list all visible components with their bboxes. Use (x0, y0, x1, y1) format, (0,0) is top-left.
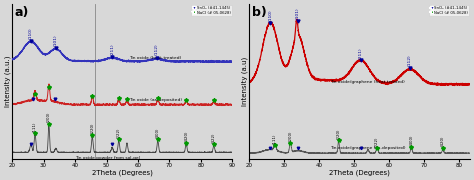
Text: (112): (112) (155, 44, 159, 55)
X-axis label: 2Theta (Degrees): 2Theta (Degrees) (329, 169, 390, 176)
Text: (112): (112) (408, 54, 412, 66)
Text: (420): (420) (184, 130, 188, 141)
Legend: SnO₂ (#41-1445), NaCl (# 05-0628): SnO₂ (#41-1445), NaCl (# 05-0628) (429, 5, 469, 16)
Text: b): b) (252, 6, 266, 19)
Text: Tin oxide/graphene (as-deposited): Tin oxide/graphene (as-deposited) (330, 146, 405, 150)
Y-axis label: Intensity (a.u.): Intensity (a.u.) (4, 56, 11, 107)
Text: (111): (111) (273, 133, 277, 144)
Text: (211): (211) (359, 47, 363, 58)
Text: (222): (222) (117, 127, 121, 138)
Text: (422): (422) (212, 132, 216, 143)
Text: (101): (101) (296, 8, 300, 19)
Text: (110): (110) (29, 27, 33, 39)
Text: (200): (200) (47, 111, 51, 122)
Text: (111): (111) (33, 121, 37, 132)
Text: Tin oxide powder from sol-gel: Tin oxide powder from sol-gel (75, 156, 140, 160)
Text: (400): (400) (410, 135, 413, 145)
Text: (400): (400) (156, 127, 160, 138)
Text: Tin oxide (heat-treated): Tin oxide (heat-treated) (128, 56, 181, 60)
Text: (220): (220) (337, 128, 341, 139)
X-axis label: 2Theta (Degrees): 2Theta (Degrees) (92, 169, 153, 176)
Text: (222): (222) (375, 136, 379, 147)
Y-axis label: Intensity (a.u): Intensity (a.u) (242, 57, 248, 106)
Text: (110): (110) (268, 10, 273, 21)
Text: a): a) (14, 6, 28, 19)
Text: (101): (101) (54, 35, 58, 46)
Text: (211): (211) (110, 43, 114, 55)
Text: (200): (200) (288, 131, 292, 141)
Text: (420): (420) (441, 136, 445, 146)
Text: (220): (220) (91, 123, 94, 133)
Legend: SnO₂ (#41-1445), NaCl (# 05-0628): SnO₂ (#41-1445), NaCl (# 05-0628) (191, 5, 232, 16)
Text: Tin oxide (as-deposited): Tin oxide (as-deposited) (128, 98, 182, 102)
Text: Tin oxide/graphene (heat-treated): Tin oxide/graphene (heat-treated) (330, 80, 405, 84)
